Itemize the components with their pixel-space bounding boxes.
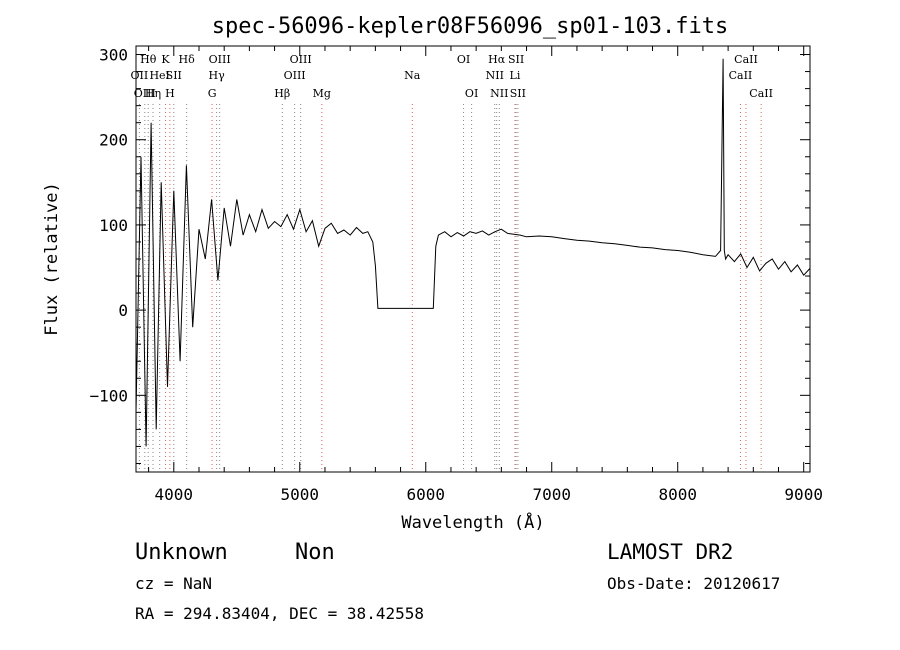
- line-label-26: CaII: [734, 53, 758, 66]
- spectral-line-markers: [138, 104, 762, 472]
- x-tick-label-0: 4000: [155, 485, 194, 504]
- line-label-4: HeI: [149, 69, 169, 82]
- x-axis-label: Wavelength (Å): [401, 511, 544, 533]
- line-label-15: Mg: [313, 87, 331, 100]
- x-tick-label-2: 6000: [406, 485, 445, 504]
- y-tick-label-0: −100: [89, 386, 128, 405]
- y-axis-ticks: −100 0 100 200 300: [89, 46, 810, 464]
- line-label-22: Li: [510, 69, 521, 82]
- object-class: Unknown: [135, 540, 228, 565]
- survey-name: LAMOST DR2: [607, 540, 734, 564]
- line-label-14: OIII: [290, 53, 312, 66]
- spectral-line-labels: OII OIII Hθ Hη HeI K H SII Hδ G Hγ OIII Hβ OIII OIII Mg…: [131, 53, 773, 100]
- line-label-18: OI: [465, 87, 478, 100]
- spectrum-line: [135, 58, 811, 447]
- line-label-2: Hθ: [140, 53, 157, 66]
- line-label-1: OIII: [134, 87, 156, 100]
- line-label-16: Na: [404, 69, 421, 82]
- object-subclass: Non: [295, 540, 335, 565]
- line-label-9: G: [208, 87, 217, 100]
- line-label-8: Hδ: [179, 53, 196, 66]
- y-tick-label-3: 200: [99, 131, 128, 150]
- line-label-24: SII: [510, 87, 526, 100]
- chart-title: spec-56096-kepler08F56096_sp01-103.fits: [212, 14, 729, 39]
- x-tick-label-4: 8000: [658, 485, 697, 504]
- x-axis-ticks: 4000 5000 6000 7000 8000 9000: [148, 46, 823, 504]
- line-label-21: NII: [490, 87, 508, 100]
- plot-frame: [135, 45, 811, 473]
- line-label-10: Hγ: [209, 69, 226, 82]
- line-label-7: SII: [166, 69, 182, 82]
- line-label-20: Hα: [488, 53, 506, 66]
- y-tick-label-2: 100: [99, 216, 128, 235]
- y-axis-label: Flux (relative): [42, 182, 62, 336]
- line-label-5: K: [161, 53, 170, 66]
- line-label-6: H: [165, 87, 175, 100]
- line-label-11: OIII: [209, 53, 231, 66]
- line-label-13: OIII: [284, 69, 306, 82]
- line-label-0: OII: [131, 69, 149, 82]
- line-label-25: CaII: [729, 69, 753, 82]
- x-tick-label-5: 9000: [784, 485, 823, 504]
- y-tick-label-1: 0: [118, 301, 128, 320]
- line-label-12: Hβ: [274, 87, 290, 100]
- x-tick-label-3: 7000: [532, 485, 571, 504]
- redshift-value: cz = NaN: [135, 574, 213, 593]
- y-tick-label-4: 300: [99, 46, 128, 65]
- line-label-17: OI: [457, 53, 470, 66]
- line-label-19: NII: [486, 69, 504, 82]
- x-tick-label-1: 5000: [281, 485, 320, 504]
- sky-coordinates: RA = 294.83404, DEC = 38.42558: [135, 604, 424, 623]
- line-label-23: SII: [508, 53, 524, 66]
- line-label-3: Hη: [145, 87, 161, 100]
- line-label-27: CaII: [749, 87, 773, 100]
- observation-date: Obs-Date: 20120617: [607, 574, 781, 593]
